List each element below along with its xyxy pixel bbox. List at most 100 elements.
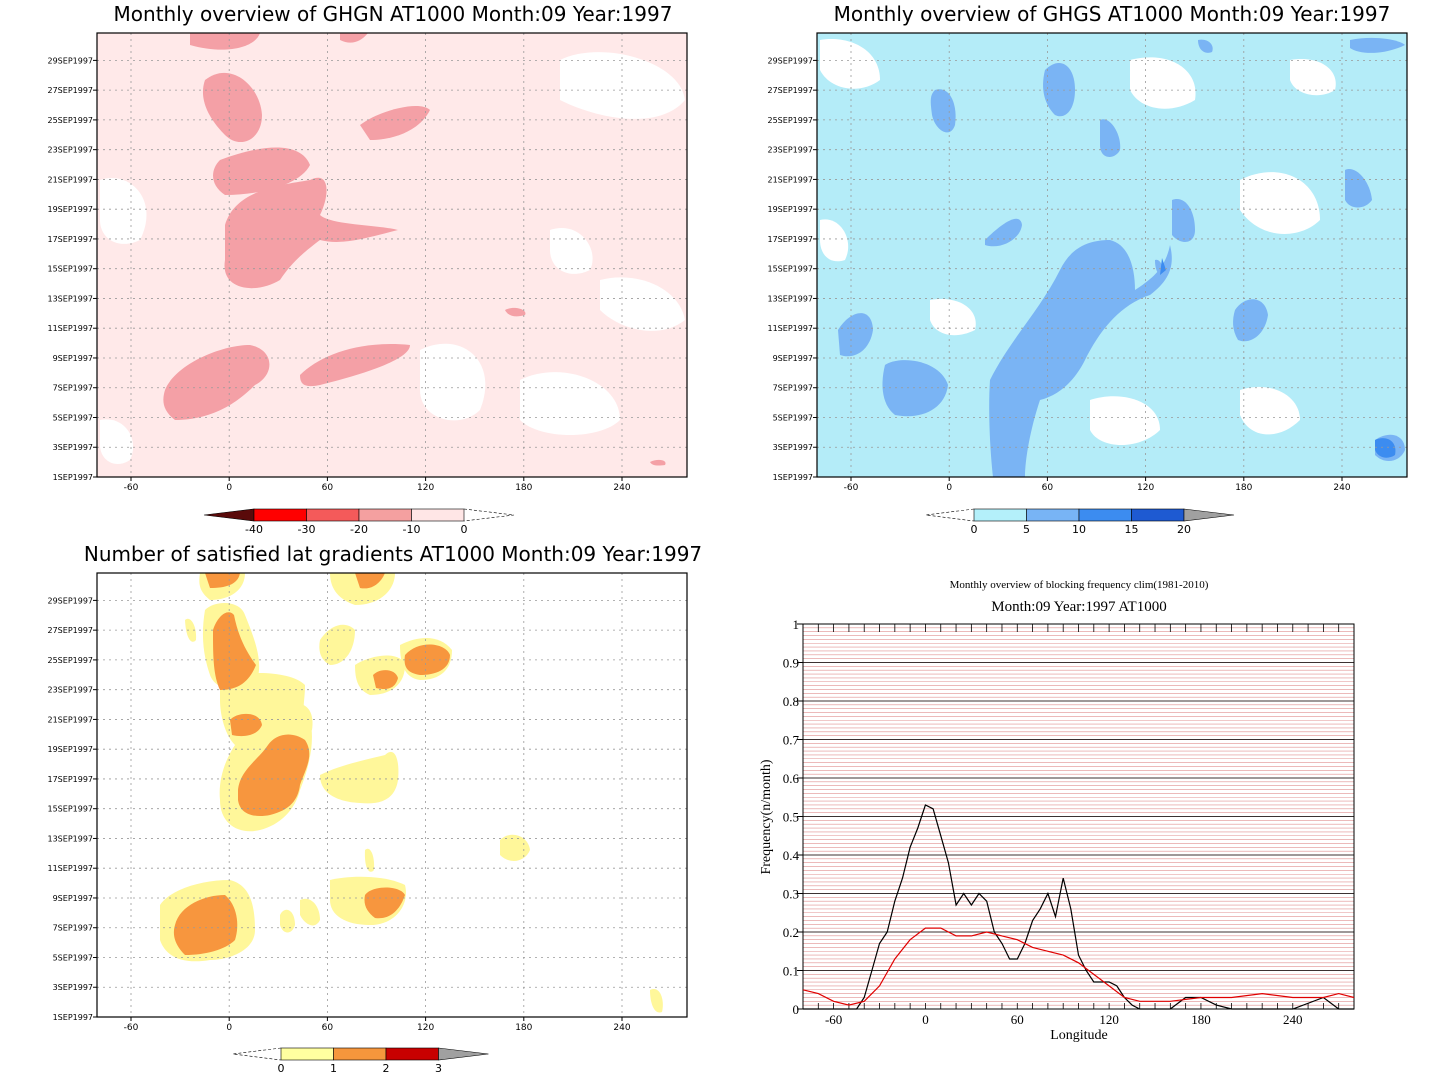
y-tick-label: 17SEP1997 (768, 235, 814, 244)
y-tick-label: 25SEP1997 (48, 116, 94, 125)
y-tick-label: 15SEP1997 (768, 265, 814, 274)
contour-region (505, 307, 526, 317)
y-tick-label: 19SEP1997 (48, 745, 94, 754)
x-tick-label: 180 (1191, 1012, 1211, 1027)
colorbar-label: 1 (330, 1062, 337, 1075)
colorbar-segment (385, 1047, 439, 1061)
y-tick-label: 9SEP1997 (53, 354, 93, 363)
x-tick-label: -60 (844, 483, 859, 493)
colorbar-label: 15 (1125, 523, 1139, 536)
y-tick-label: 1SEP1997 (53, 1013, 93, 1022)
x-tick-label: 60 (1042, 483, 1054, 493)
y-tick-label: 17SEP1997 (48, 775, 94, 784)
colorbar-label: -40 (245, 523, 263, 536)
y-tick-label: 23SEP1997 (48, 146, 94, 155)
contour-low-region (1130, 57, 1196, 109)
contour-region (1350, 37, 1405, 53)
colorbar-label: -30 (298, 523, 316, 536)
y-tick-label: 0.5 (783, 810, 799, 825)
y-tick-label: 21SEP1997 (48, 715, 94, 724)
y-tick-label: 19SEP1997 (768, 205, 814, 214)
contour-region (500, 834, 530, 862)
panel-2: -60 0 60 120 180 240 1SEP1997 3SEP1997 5SEP1997 7… (768, 32, 1408, 536)
colorbar-segment (203, 508, 255, 522)
line-chart: 0 0.1 0.2 0.3 0.4 0.5 0.6 0.7 0.8 0.9 1 -60 0 60 120 18… (783, 617, 1355, 1027)
contour-low-region (560, 52, 685, 119)
colorbar-segment (358, 508, 412, 522)
x-tick-label: 0 (922, 1012, 929, 1027)
colorbar-segment (1078, 508, 1132, 522)
contour-low-region (820, 219, 849, 262)
contour-region (300, 898, 320, 926)
y-tick-label: 29SEP1997 (48, 596, 94, 605)
y-tick-label: 21SEP1997 (768, 175, 814, 184)
colorbar-segment (411, 508, 465, 522)
contour-high-region (355, 573, 385, 589)
panel-title-ghgn: Monthly overview of GHGN AT1000 Month:09… (114, 2, 673, 26)
colorbar-label: 10 (1072, 523, 1086, 536)
y-tick-label: 27SEP1997 (48, 86, 94, 95)
contour-high-region (205, 573, 240, 588)
colorbar-segment (1131, 508, 1185, 522)
y-tick-label: 21SEP1997 (48, 175, 94, 184)
y-tick-label: 1 (793, 617, 800, 632)
y-tick-label: 5SEP1997 (53, 953, 93, 962)
colorbar-label: 2 (383, 1062, 390, 1075)
contour-region (985, 218, 1022, 247)
x-tick-label: 0 (226, 483, 232, 493)
contour-region (838, 313, 873, 357)
y-tick-label: 11SEP1997 (48, 864, 94, 873)
y-tick-label: 3SEP1997 (53, 443, 93, 452)
x-tick-label: 180 (1235, 483, 1252, 493)
contour-low-region (820, 39, 880, 89)
y-tick-label: 0.3 (783, 887, 799, 902)
colorbar-segment (463, 508, 515, 522)
contour-region (213, 147, 310, 195)
panel-frame (96, 32, 688, 478)
colorbar-segment (232, 1047, 282, 1061)
line-chart-xlabel: Longitude (1050, 1028, 1108, 1043)
panel-3: -60 0 60 120 180 2401SEP19973SEP19975SEP19977… (48, 572, 688, 1075)
x-tick-label: 240 (613, 1023, 630, 1033)
y-tick-label: 1SEP1997 (53, 473, 93, 482)
y-tick-label: 7SEP1997 (53, 924, 93, 933)
contour-region (163, 345, 270, 420)
y-tick-label: 13SEP1997 (48, 834, 94, 843)
contour-panels: -60 0 60 120 180 2401SEP19973SEP19975SEP19977… (48, 32, 1408, 1075)
contour-region (340, 33, 368, 43)
y-tick-label: 1SEP1997 (773, 473, 813, 482)
x-tick-label: -60 (825, 1012, 842, 1027)
colorbar: 0 1 2 3 (232, 1047, 489, 1075)
colorbar-segment (253, 508, 307, 522)
panel-frame (96, 572, 688, 1018)
contour-region (364, 848, 375, 872)
contour-region (320, 751, 399, 804)
colorbar-label: 5 (1023, 523, 1030, 536)
x-tick-label: 240 (613, 483, 630, 493)
y-tick-label: 0.2 (783, 925, 799, 940)
plot-frame (802, 623, 1355, 1010)
x-tick-label: 60 (322, 1023, 334, 1033)
y-tick-label: 11SEP1997 (768, 324, 814, 333)
y-tick-label: 19SEP1997 (48, 205, 94, 214)
contour-region (882, 360, 948, 417)
y-tick-label: 9SEP1997 (53, 894, 93, 903)
contour-region (1100, 119, 1121, 157)
x-tick-label: 120 (417, 483, 434, 493)
contour-low-region (420, 343, 486, 421)
x-tick-label: 180 (515, 483, 532, 493)
y-tick-label: 23SEP1997 (48, 686, 94, 695)
contour-region (650, 459, 666, 466)
contour-region (1172, 199, 1195, 242)
contour-high-region (173, 895, 238, 955)
line-chart-subtitle: Month:09 Year:1997 AT1000 (991, 599, 1166, 615)
colorbar: -40 -30 -20 -10 0 (203, 508, 515, 536)
y-tick-label: 25SEP1997 (48, 656, 94, 665)
y-tick-label: 0.9 (783, 656, 799, 671)
y-tick-label: 27SEP1997 (768, 86, 814, 95)
x-tick-label: 240 (1283, 1012, 1303, 1027)
x-tick-label: -60 (124, 1023, 139, 1033)
contour-high-region (373, 670, 398, 689)
x-tick-label: -60 (124, 483, 139, 493)
